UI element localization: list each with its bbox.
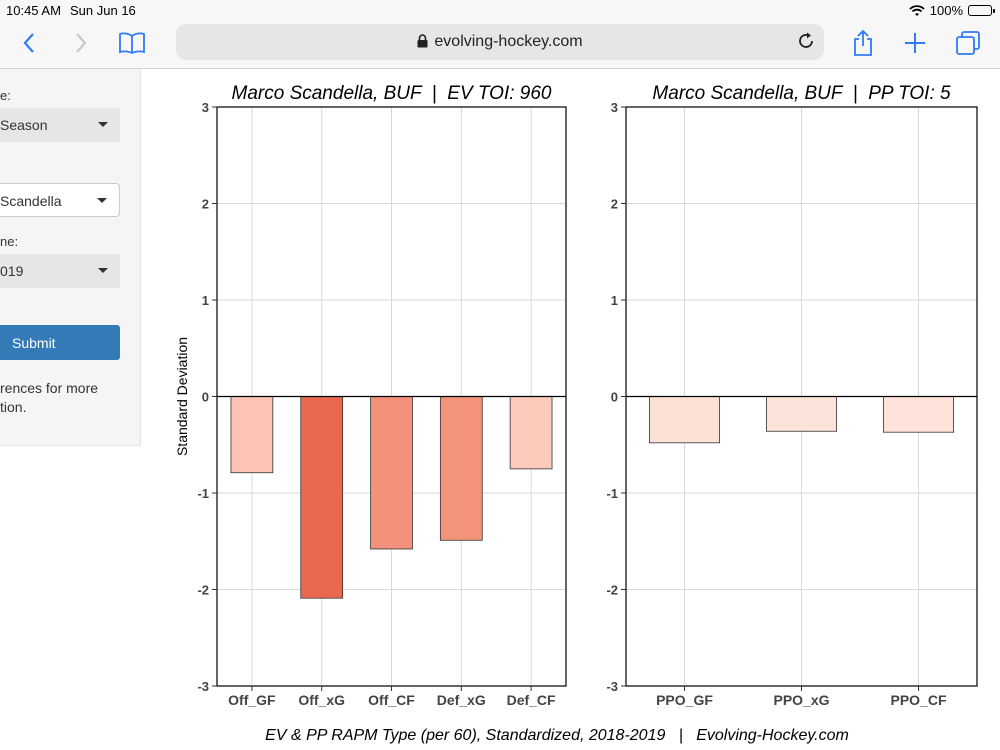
help-note-line-1: rences for more (0, 380, 99, 396)
bar-Off_xG (300, 396, 344, 599)
season-type-label: e: (0, 88, 11, 103)
status-right: 100% (909, 3, 995, 18)
chart-panel-2: 3 2 1 0 -1 -2 -3 PPO_GF PPO_xG PPO_CF Marco Scande… (606, 83, 978, 708)
bar-Def_CF (509, 396, 553, 470)
x-tick-label: Def_CF (507, 692, 556, 708)
lock-icon (417, 34, 428, 48)
battery-percent: 100% (929, 3, 963, 18)
x-tick-label: PPO_xG (773, 692, 829, 708)
chart-panel-1: 3 2 1 0 -1 -2 -3 Off_GF Off_xG Off_CF Def_xG Def_CF… (174, 83, 567, 708)
y-tick-label: -2 (606, 583, 618, 598)
help-note: rences for more tion. (0, 379, 130, 417)
status-date: Sun Jun 16 (70, 3, 136, 18)
x-tick-label: Off_GF (228, 692, 276, 708)
y-tick-label: 1 (202, 293, 209, 308)
y-tick-label: -2 (197, 583, 209, 598)
forward-icon[interactable] (66, 28, 96, 58)
help-note-line-2: tion. (0, 399, 27, 415)
season-type-value: Season (0, 117, 48, 133)
season-value: 019 (0, 263, 24, 279)
y-tick-label: -1 (197, 486, 209, 501)
address-bar[interactable]: evolving-hockey.com (176, 24, 824, 60)
x-tick-label: Def_xG (437, 692, 486, 708)
chart-title: Marco Scandella, BUF | PP TOI: 5 (652, 83, 951, 104)
share-icon[interactable] (848, 28, 878, 58)
season-label: ne: (0, 234, 19, 249)
wifi-icon (909, 4, 925, 16)
y-tick-label: 1 (611, 293, 618, 308)
y-tick-label: -3 (606, 679, 618, 694)
bar-PPO_xG (766, 396, 838, 432)
x-tick-label: Off_xG (298, 692, 345, 708)
y-tick-label: -3 (197, 679, 209, 694)
y-tick-label: 2 (611, 197, 618, 212)
x-tick-label: PPO_CF (890, 692, 946, 708)
rapm-chart: 3 2 1 0 -1 -2 -3 Off_GF Off_xG Off_CF Def_xG Def_CF… (174, 83, 978, 744)
y-tick-label: 2 (202, 197, 209, 212)
back-icon[interactable] (14, 28, 44, 58)
url-text: evolving-hockey.com (434, 33, 583, 50)
season-select[interactable]: 019 (0, 254, 120, 288)
x-tick-label: PPO_GF (656, 692, 713, 708)
sidebar-panel: e: Season Scandella ne: 019 Submit rence… (0, 69, 141, 446)
y-tick-label: 0 (202, 390, 209, 405)
season-type-select[interactable]: Season (0, 108, 120, 142)
y-axis-label: Standard Deviation (174, 337, 190, 456)
y-tick-label: 0 (611, 390, 618, 405)
submit-label: Submit (12, 335, 56, 351)
new-tab-icon[interactable] (900, 28, 930, 58)
chart-title: Marco Scandella, BUF | EV TOI: 960 (232, 83, 552, 104)
chevron-down-icon (98, 268, 108, 273)
submit-button[interactable]: Submit (0, 325, 120, 360)
bar-Def_xG (439, 396, 483, 541)
bar-PPO_GF (648, 396, 720, 444)
bar-PPO_CF (883, 396, 955, 433)
browser-toolbar: evolving-hockey.com (0, 20, 1000, 69)
status-bar: 10:45 AM Sun Jun 16 100% (0, 0, 1000, 20)
player-select[interactable]: Scandella (0, 183, 120, 217)
y-tick-label: 3 (202, 100, 209, 115)
player-value: Scandella (0, 193, 62, 209)
status-time: 10:45 AM (6, 3, 61, 18)
y-tick-label: -1 (606, 486, 618, 501)
tabs-icon[interactable] (953, 28, 983, 58)
chart-caption: EV & PP RAPM Type (per 60), Standardized… (265, 727, 849, 744)
battery-icon (968, 5, 995, 16)
bar-Off_CF (370, 396, 413, 550)
chevron-down-icon (97, 198, 107, 203)
chevron-down-icon (98, 122, 108, 127)
reload-icon[interactable] (796, 31, 816, 56)
y-tick-label: 3 (611, 100, 618, 115)
bookmarks-icon[interactable] (117, 28, 147, 58)
x-tick-label: Off_CF (368, 692, 415, 708)
bar-Off_GF (230, 396, 274, 474)
